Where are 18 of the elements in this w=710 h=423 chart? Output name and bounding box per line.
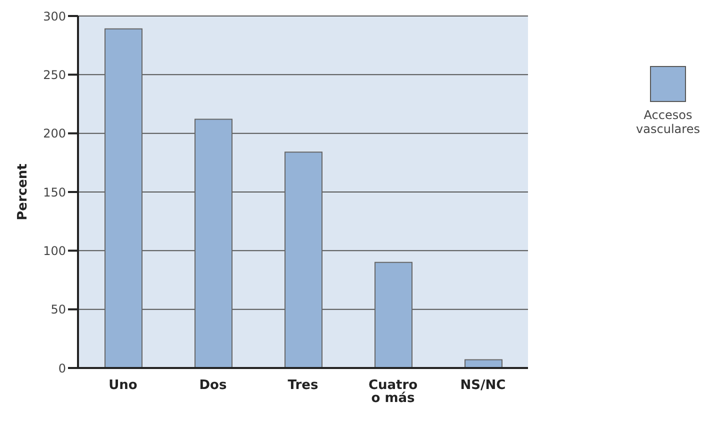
y-tick-label: 300 [43, 9, 66, 24]
y-tick-label: 250 [43, 68, 66, 82]
x-tick-label: Tres [288, 378, 318, 394]
y-tick-label: 0 [58, 361, 66, 376]
x-tick-label: Dos [199, 378, 227, 394]
y-tick-label: 150 [43, 185, 66, 200]
bar [194, 118, 232, 368]
y-axis-title: Percent [16, 164, 31, 220]
text: Accesos vasculares [635, 108, 701, 136]
bar [374, 262, 412, 368]
y-tick-label: 100 [43, 244, 66, 258]
x-tick-label: Cuatro o más [368, 378, 418, 406]
bar [284, 152, 322, 368]
y-tick-label: 200 [43, 126, 66, 141]
x-tick-label: NS/NC [460, 378, 506, 394]
x-tick-label: Uno [108, 378, 138, 394]
bar [104, 28, 142, 368]
y-tick-label: 50 [50, 302, 66, 317]
